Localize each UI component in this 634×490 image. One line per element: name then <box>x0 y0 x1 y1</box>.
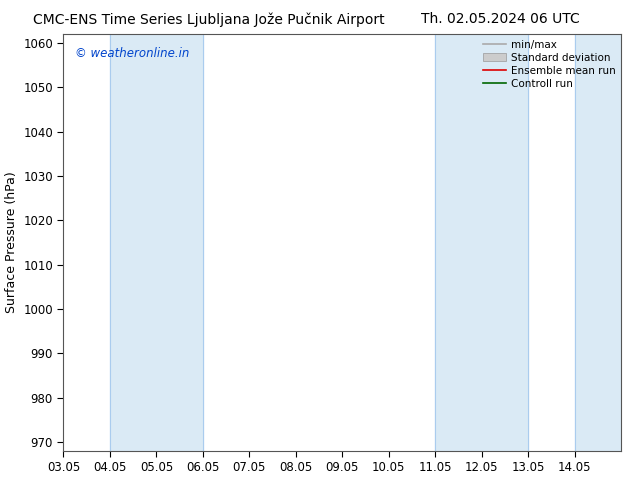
Y-axis label: Surface Pressure (hPa): Surface Pressure (hPa) <box>4 172 18 314</box>
Text: Th. 02.05.2024 06 UTC: Th. 02.05.2024 06 UTC <box>422 12 580 26</box>
Text: CMC-ENS Time Series Ljubljana Jože Pučnik Airport: CMC-ENS Time Series Ljubljana Jože Pučni… <box>34 12 385 27</box>
Bar <box>110 34 203 451</box>
Bar <box>575 34 621 451</box>
Legend: min/max, Standard deviation, Ensemble mean run, Controll run: min/max, Standard deviation, Ensemble me… <box>483 40 616 89</box>
Bar <box>436 34 528 451</box>
Text: © weatheronline.in: © weatheronline.in <box>75 47 189 60</box>
